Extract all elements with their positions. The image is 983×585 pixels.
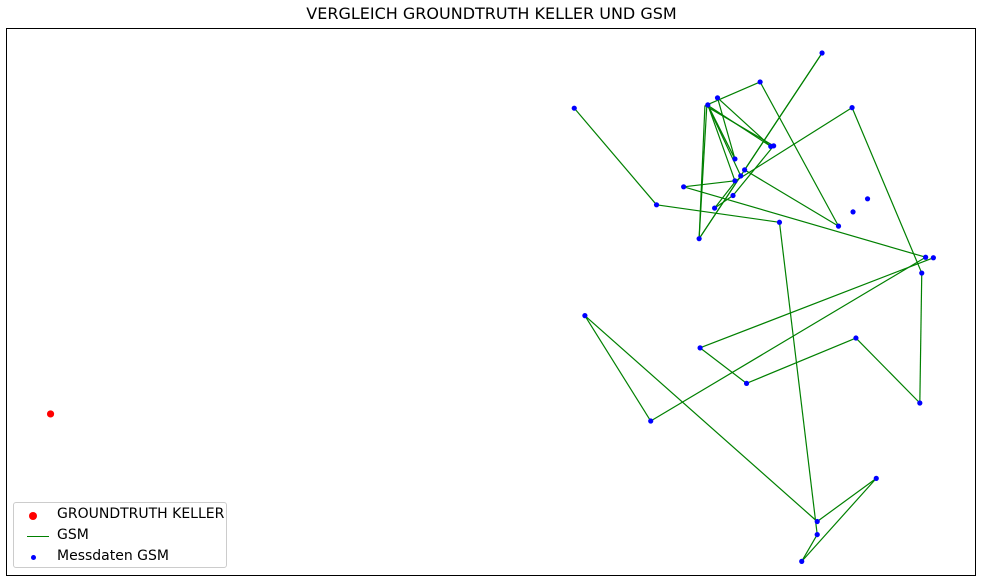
- gsm-data-point: [923, 254, 929, 260]
- plot-frame: [6, 28, 976, 576]
- gsm-line-segment: [707, 104, 736, 181]
- gsm-data-point: [819, 50, 825, 56]
- gsm-data-point: [696, 236, 702, 242]
- legend-item-messdaten: Messdaten GSM: [14, 547, 226, 567]
- gsm-data-point: [732, 156, 738, 162]
- gsm-line-segment: [716, 97, 736, 160]
- gsm-line-segment: [851, 107, 923, 274]
- legend-label-messdaten: Messdaten GSM: [57, 548, 169, 564]
- gsm-line-segment: [801, 534, 818, 562]
- gsm-line-segment: [855, 337, 921, 404]
- gsm-data-point: [712, 205, 718, 211]
- gsm-data-point: [653, 202, 660, 208]
- gsm-data-point: [799, 558, 805, 564]
- gsm-data-point: [582, 313, 588, 319]
- gsm-line-segment: [744, 169, 839, 227]
- legend-item-gsm: GSM: [14, 526, 226, 546]
- gsm-line-segment: [584, 315, 652, 422]
- gsm-data-point: [742, 167, 748, 173]
- groundtruth-point: [46, 410, 55, 418]
- gsm-data-point: [681, 184, 687, 190]
- gsm-data-point: [757, 79, 763, 85]
- gsm-line-segment: [816, 477, 877, 522]
- gsm-line-segment: [778, 222, 818, 535]
- gsm-data-point: [849, 105, 855, 111]
- gsm-line-segment: [656, 204, 780, 223]
- gsm-line-segment: [759, 81, 840, 227]
- gsm-data-point: [776, 219, 783, 225]
- gsm-line-series: [573, 52, 934, 562]
- gsm-line-segment: [683, 180, 736, 188]
- gsm-line-segment: [650, 256, 926, 422]
- gsm-line-segment: [707, 105, 742, 177]
- gsm-data-point: [864, 196, 871, 202]
- legend: GROUNDTRUTH KELLER GSM Messdaten GSM: [13, 502, 227, 568]
- gsm-line-segment: [919, 273, 923, 404]
- gsm-data-point: [697, 345, 703, 351]
- gsm-data-point: [571, 105, 577, 111]
- gsm-data-point: [853, 335, 859, 341]
- gsm-data-point: [814, 518, 820, 525]
- legend-label-gsm: GSM: [57, 527, 89, 543]
- gsm-point-series: [571, 50, 936, 564]
- gsm-data-point: [648, 418, 654, 424]
- gsm-line-segment: [698, 52, 823, 239]
- gsm-line-segment: [732, 145, 775, 196]
- gsm-data-point: [917, 400, 923, 406]
- gsm-data-point: [738, 173, 744, 179]
- gsm-line-segment: [746, 337, 857, 384]
- gsm-line-segment: [714, 195, 734, 209]
- gsm-line-segment: [698, 105, 706, 239]
- gsm-data-point: [873, 475, 879, 481]
- gsm-line-segment: [699, 257, 934, 349]
- gsm-data-point: [814, 531, 820, 538]
- gsm-line-segment: [714, 180, 737, 209]
- gsm-line-segment: [584, 315, 818, 522]
- legend-marker-messdaten: [31, 555, 36, 560]
- gsm-line-segment: [573, 107, 657, 206]
- legend-label-groundtruth: GROUNDTRUTH KELLER: [57, 506, 225, 522]
- gsm-data-point: [919, 270, 925, 276]
- gsm-data-point: [743, 380, 750, 386]
- chart-title: VERGLEICH GROUNDTRUTH KELLER UND GSM: [306, 4, 677, 23]
- gsm-line-segment: [699, 347, 747, 384]
- gsm-data-point: [850, 209, 856, 215]
- gsm-line-segment: [801, 477, 877, 562]
- legend-marker-groundtruth: [29, 512, 37, 520]
- legend-item-groundtruth: GROUNDTRUTH KELLER: [14, 505, 226, 525]
- gsm-data-point: [835, 223, 842, 229]
- groundtruth-series: [46, 410, 55, 418]
- gsm-data-point: [714, 95, 721, 101]
- gsm-line-segment: [706, 81, 761, 106]
- gsm-line-segment: [735, 107, 853, 182]
- gsm-data-point: [930, 255, 936, 261]
- gsm-data-point: [771, 143, 777, 149]
- gsm-data-point: [732, 178, 738, 184]
- gsm-line-segment: [683, 186, 926, 258]
- legend-marker-gsm-line: [27, 536, 49, 537]
- gsm-data-point: [705, 102, 711, 108]
- gsm-line-segment: [704, 104, 774, 147]
- gsm-data-point: [730, 192, 736, 199]
